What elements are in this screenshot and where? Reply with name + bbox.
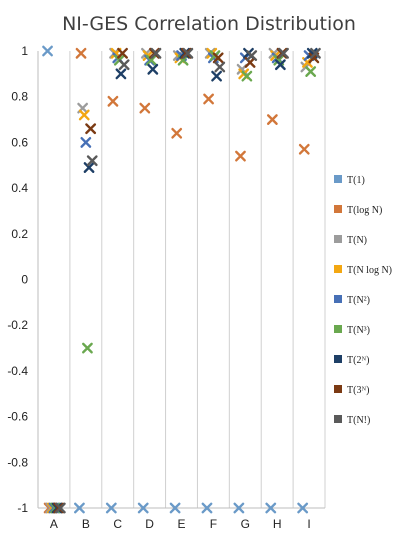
y-tick-label: 1 (21, 44, 28, 58)
y-tick-label: -1 (17, 501, 28, 515)
data-point-marker (83, 162, 95, 173)
data-point-marker (235, 150, 246, 162)
data-point-marker (246, 50, 258, 61)
data-point-marker (75, 47, 87, 59)
y-tick-label: 0 (21, 273, 28, 287)
data-point-marker (74, 502, 85, 514)
y-tick-label: -0.8 (7, 455, 28, 469)
legend-swatch (334, 415, 342, 423)
data-point-marker (42, 45, 53, 57)
data-point-marker (86, 155, 98, 167)
data-point-marker (310, 47, 321, 59)
legend-label: T(log N) (347, 205, 382, 216)
data-point-marker (139, 102, 151, 114)
x-tick-label: H (273, 517, 282, 531)
y-axis-ticks: 1 0.8 0.6 0.4 0.2 0 -0.2 -0.4 -0.6 -0.8 -1 (7, 44, 28, 515)
data-point-marker (115, 68, 127, 80)
data-point-marker (278, 47, 289, 59)
data-point-marker (145, 54, 157, 66)
y-tick-label: 0.2 (11, 227, 28, 241)
data-point-marker (305, 66, 317, 77)
data-point-marker (117, 47, 128, 59)
data-point-marker (105, 502, 117, 514)
x-axis-ticks: A B C D E F G H I (50, 517, 311, 531)
data-point-marker (169, 502, 181, 514)
x-tick-label: C (113, 517, 122, 531)
legend-swatch (334, 205, 342, 213)
data-point-marker (150, 47, 162, 59)
y-tick-label: 0.8 (11, 90, 28, 104)
data-point-marker (297, 502, 309, 514)
data-point-marker (274, 59, 286, 71)
data-point-marker (118, 59, 130, 71)
legend-label: T(N³) (347, 325, 370, 336)
legend-label: T(3ᴺ) (347, 385, 369, 396)
legend-swatch (334, 295, 342, 303)
data-point-marker (212, 52, 224, 64)
y-tick-label: 0.4 (11, 181, 28, 195)
data-point-marker (137, 502, 149, 514)
data-point-marker (107, 95, 119, 107)
legend-swatch (334, 325, 342, 333)
legend-swatch (334, 175, 342, 183)
data-point-marker (147, 63, 159, 75)
data-point-marker (54, 502, 66, 514)
legend-label: T(N) (347, 235, 367, 246)
data-point-marker (82, 342, 93, 354)
data-point-marker (80, 136, 92, 148)
data-point-marker (265, 502, 277, 514)
data-point-marker (211, 70, 222, 82)
legend-swatch (334, 385, 342, 393)
legend-label: T(N log N) (347, 265, 392, 276)
chart-title: NI-GES Correlation Distribution (62, 13, 356, 35)
legend-label: T(N²) (347, 295, 370, 306)
x-tick-label: A (50, 517, 58, 531)
x-tick-label: E (177, 517, 185, 531)
grid (37, 51, 326, 509)
data-point-marker (298, 143, 310, 155)
y-tick-label: -0.2 (7, 318, 28, 332)
legend-label: T(1) (347, 175, 365, 186)
data-markers (42, 45, 321, 514)
x-tick-label: I (307, 517, 310, 531)
x-tick-label: F (210, 517, 217, 531)
data-point-marker (85, 123, 97, 135)
data-point-marker (233, 502, 245, 514)
data-point-marker (182, 47, 194, 59)
x-tick-label: D (145, 517, 154, 531)
data-point-marker (201, 502, 213, 514)
data-point-marker (171, 127, 183, 139)
legend-swatch (334, 355, 342, 363)
legend-label: T(N!) (347, 415, 370, 426)
data-point-marker (78, 109, 90, 121)
y-tick-label: 0.6 (11, 135, 28, 149)
x-tick-label: B (82, 517, 90, 531)
y-tick-label: -0.4 (7, 364, 28, 378)
legend-swatch (334, 265, 342, 273)
data-point-marker (266, 114, 278, 125)
legend-label: T(2ᴺ) (347, 355, 369, 366)
legend: T(1) T(log N) T(N) T(N log N) T(N²) T(N³) T(2ᴺ… (334, 175, 392, 426)
y-tick-label: -0.6 (7, 410, 28, 424)
data-point-marker (241, 70, 253, 82)
x-tick-label: G (241, 517, 250, 531)
data-point-marker (203, 93, 214, 105)
data-point-marker (214, 61, 226, 73)
legend-swatch (334, 235, 342, 243)
